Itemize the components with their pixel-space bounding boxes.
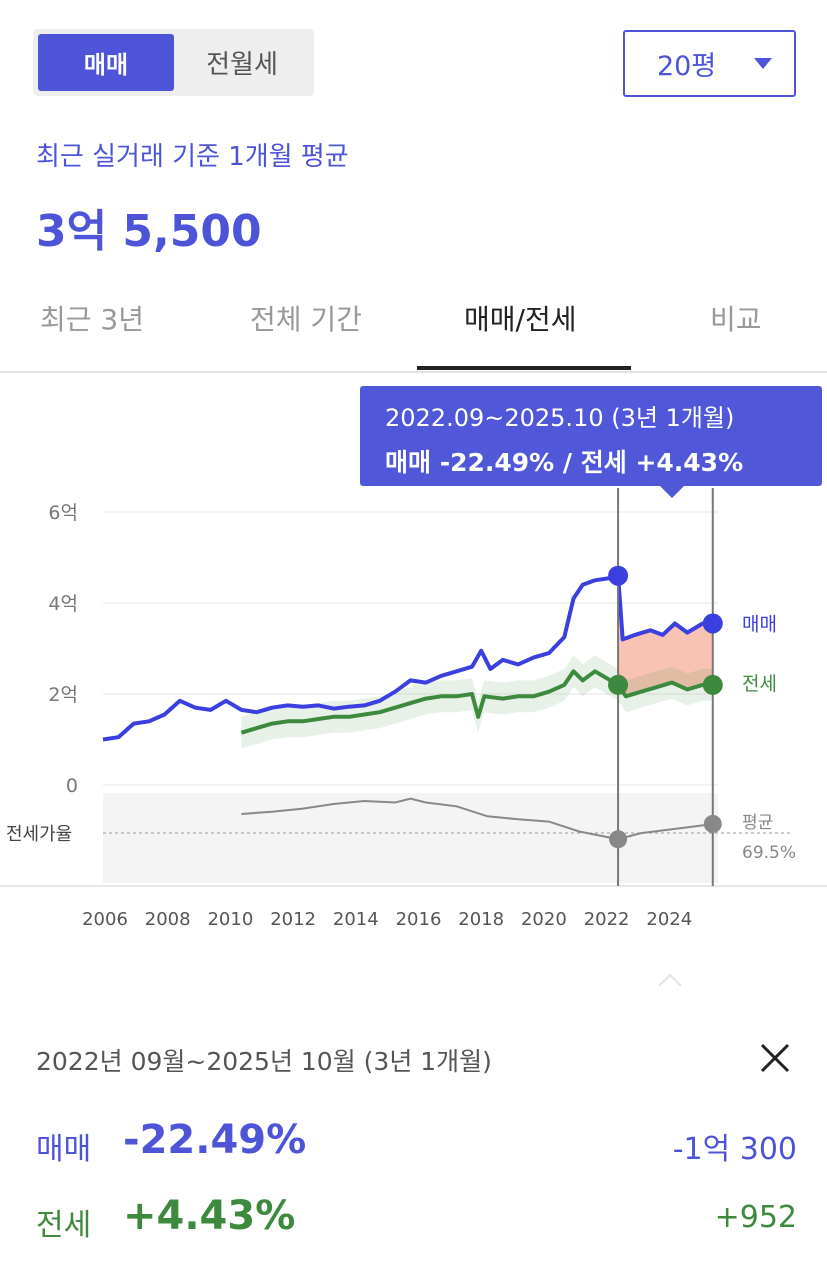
x-tick-label: 2022 [584,909,630,930]
x-tick-label: 2010 [207,909,253,930]
tab-all-period[interactable]: 전체 기간 [250,303,362,336]
x-tick-label: 2012 [270,909,316,930]
tab-sale-jeonse[interactable]: 매매/전세 [464,303,577,336]
x-tick-label: 2014 [333,909,379,930]
detail-sale-label: 매매 [36,1132,92,1167]
tab-divider [0,371,827,373]
tooltip-range: 2022.09~2025.10 (3년 1개월) [385,404,735,432]
price-subtitle: 최근 실거래 기준 1개월 평균 [36,142,349,172]
detail-jeonse-diff: +952 [714,1200,797,1235]
toggle-jeonse-button[interactable]: 전월세 [206,50,278,80]
jeonse-series-label: 전세 [742,673,777,695]
tooltip-arrow [660,486,684,498]
size-select-value: 20평 [657,51,717,82]
sale-series-line [102,573,713,742]
detail-sale-diff: -1억 300 [672,1132,797,1167]
y-tick-label: 4억 [48,593,78,615]
range-tooltip: 2022.09~2025.10 (3년 1개월) 매매 -22.49% / 전세… [360,386,822,486]
y-tick-label: 2억 [48,684,78,706]
detail-jeonse-label: 전세 [36,1208,92,1243]
sale-start-point [608,565,629,586]
jeonse-range-band [241,655,713,749]
x-tick-label: 2024 [646,909,692,930]
chevron-up-icon[interactable] [657,972,683,988]
ratio-average-label: 평균 [742,813,773,833]
average-price: 3억 5,500 [36,206,262,257]
ratio-end-point [703,814,722,833]
detail-jeonse-pct: +4.43% [123,1193,296,1239]
tooltip-change: 매매 -22.49% / 전세 +4.43% [385,448,744,477]
y-tick-label: 6억 [48,502,78,524]
ratio-label: 전세가율 [6,824,72,845]
toggle-sale-button[interactable]: 매매 [38,34,174,91]
tab-recent-3y[interactable]: 최근 3년 [40,303,144,336]
ratio-start-point [609,830,628,849]
x-tick-label: 2020 [521,909,567,930]
size-select[interactable]: 20평 [623,30,796,97]
ratio-average-value: 69.5% [742,843,796,863]
active-tab-indicator [417,366,631,370]
jeonse-end-point [702,674,723,695]
detail-sale-pct: -22.49% [123,1117,307,1163]
tab-compare[interactable]: 비교 [710,303,762,336]
jeonse-start-point [608,674,629,695]
sale-end-point [702,613,723,634]
x-tick-label: 2018 [458,909,504,930]
x-tick-label: 2006 [82,909,128,930]
y-tick-label: 0 [66,775,78,797]
jeonse-series-line [240,669,713,735]
close-icon[interactable] [752,1035,798,1081]
x-tick-label: 2008 [145,909,191,930]
x-tick-label: 2016 [396,909,442,930]
detail-range: 2022년 09월~2025년 10월 (3년 1개월) [36,1047,492,1076]
price-chart[interactable]: 6억 4억 2억 0 2006 2008 2010 2012 2014 2016 2018 2020 2… [0,488,827,933]
highlight-area [618,575,713,697]
ratio-series-line [241,797,713,841]
sale-series-label: 매매 [742,613,777,635]
caret-down-icon [754,58,772,69]
